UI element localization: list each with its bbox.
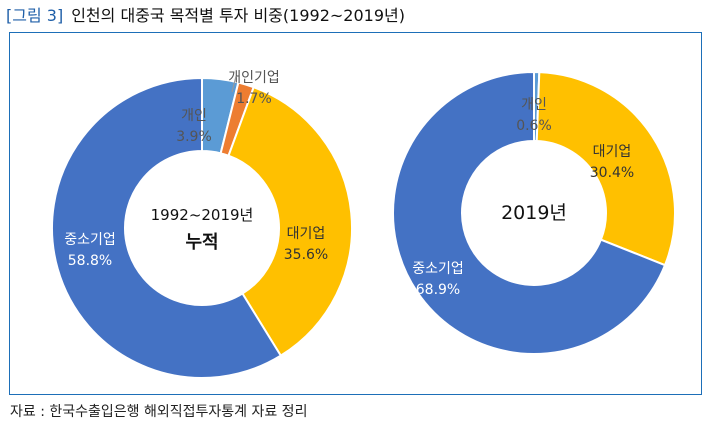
slice-value-large-enterprise: 30.4% bbox=[590, 165, 634, 181]
figure-title-text: 인천의 대중국 목적별 투자 비중(1992~2019년) bbox=[71, 6, 405, 25]
slice-label-sole-proprietor: 개인기업 bbox=[228, 70, 280, 86]
slice-sme bbox=[392, 70, 667, 355]
slice-value-individual: 0.6% bbox=[516, 118, 552, 134]
slice-label-large-enterprise: 대기업 bbox=[287, 226, 326, 242]
donut-chart-1 bbox=[51, 76, 353, 379]
slice-label-individual: 개인 bbox=[521, 97, 547, 113]
slice-label-individual: 개인 bbox=[181, 108, 207, 124]
figure-label: [그림 3] bbox=[6, 6, 64, 25]
figure-title: [그림 3] 인천의 대중국 목적별 투자 비중(1992~2019년) bbox=[6, 4, 405, 28]
leader-line bbox=[231, 75, 237, 93]
chart-frame: 개인 3.9% 개인기업 1.7% 대기업 35.6% 중소기업 58.8% 1992~2019… bbox=[9, 32, 702, 395]
donut-chart-2 bbox=[392, 70, 676, 355]
center-label-2-1: 2019년 bbox=[501, 202, 567, 224]
donut-charts: 개인 3.9% 개인기업 1.7% 대기업 35.6% 중소기업 58.8% 1992~2019… bbox=[51, 70, 676, 379]
slice-label-sme: 중소기업 bbox=[412, 261, 464, 277]
slice-value-sme: 58.8% bbox=[68, 253, 112, 269]
slice-label-sme: 중소기업 bbox=[64, 232, 116, 248]
slice-value-large-enterprise: 35.6% bbox=[284, 247, 328, 263]
slice-value-individual: 3.9% bbox=[176, 129, 212, 145]
slice-value-sole-proprietor: 1.7% bbox=[236, 91, 272, 107]
slice-sme bbox=[51, 76, 283, 379]
source-note: 자료 : 한국수출입은행 해외직접투자통계 자료 정리 bbox=[10, 404, 308, 420]
center-label-1-2: 누적 bbox=[185, 232, 218, 253]
slice-large-enterprise bbox=[227, 85, 353, 358]
slice-large-enterprise bbox=[535, 71, 676, 267]
slice-value-sme: 68.9% bbox=[416, 282, 460, 298]
slice-label-large-enterprise: 대기업 bbox=[593, 144, 632, 160]
center-label-1-1: 1992~2019년 bbox=[151, 206, 254, 224]
